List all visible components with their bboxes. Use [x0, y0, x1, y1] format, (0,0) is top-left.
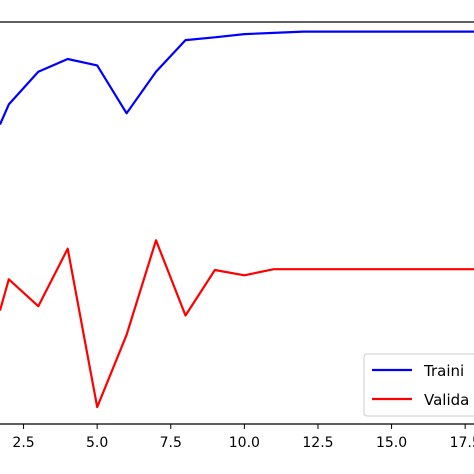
- x-tick-label: 5.0: [86, 435, 108, 451]
- series-line-traini: [0, 30, 474, 125]
- x-tick-label: 12.5: [302, 435, 333, 451]
- x-tick-label: 7.5: [160, 435, 182, 451]
- series-line-valida: [0, 239, 474, 409]
- legend: Traini Valida: [363, 353, 474, 417]
- x-tick-label: 15.0: [376, 435, 407, 451]
- x-tick-label: 10.0: [229, 435, 260, 451]
- series-layer: [0, 30, 474, 409]
- x-axis: 2.5 5.0 7.5 10.0 12.5 15.0 17.5: [12, 424, 474, 451]
- legend-label-valida: Valida: [424, 391, 469, 409]
- legend-label-traini: Traini: [423, 362, 464, 380]
- x-tick-label: 17.5: [450, 435, 474, 451]
- x-tick-label: 2.5: [12, 435, 34, 451]
